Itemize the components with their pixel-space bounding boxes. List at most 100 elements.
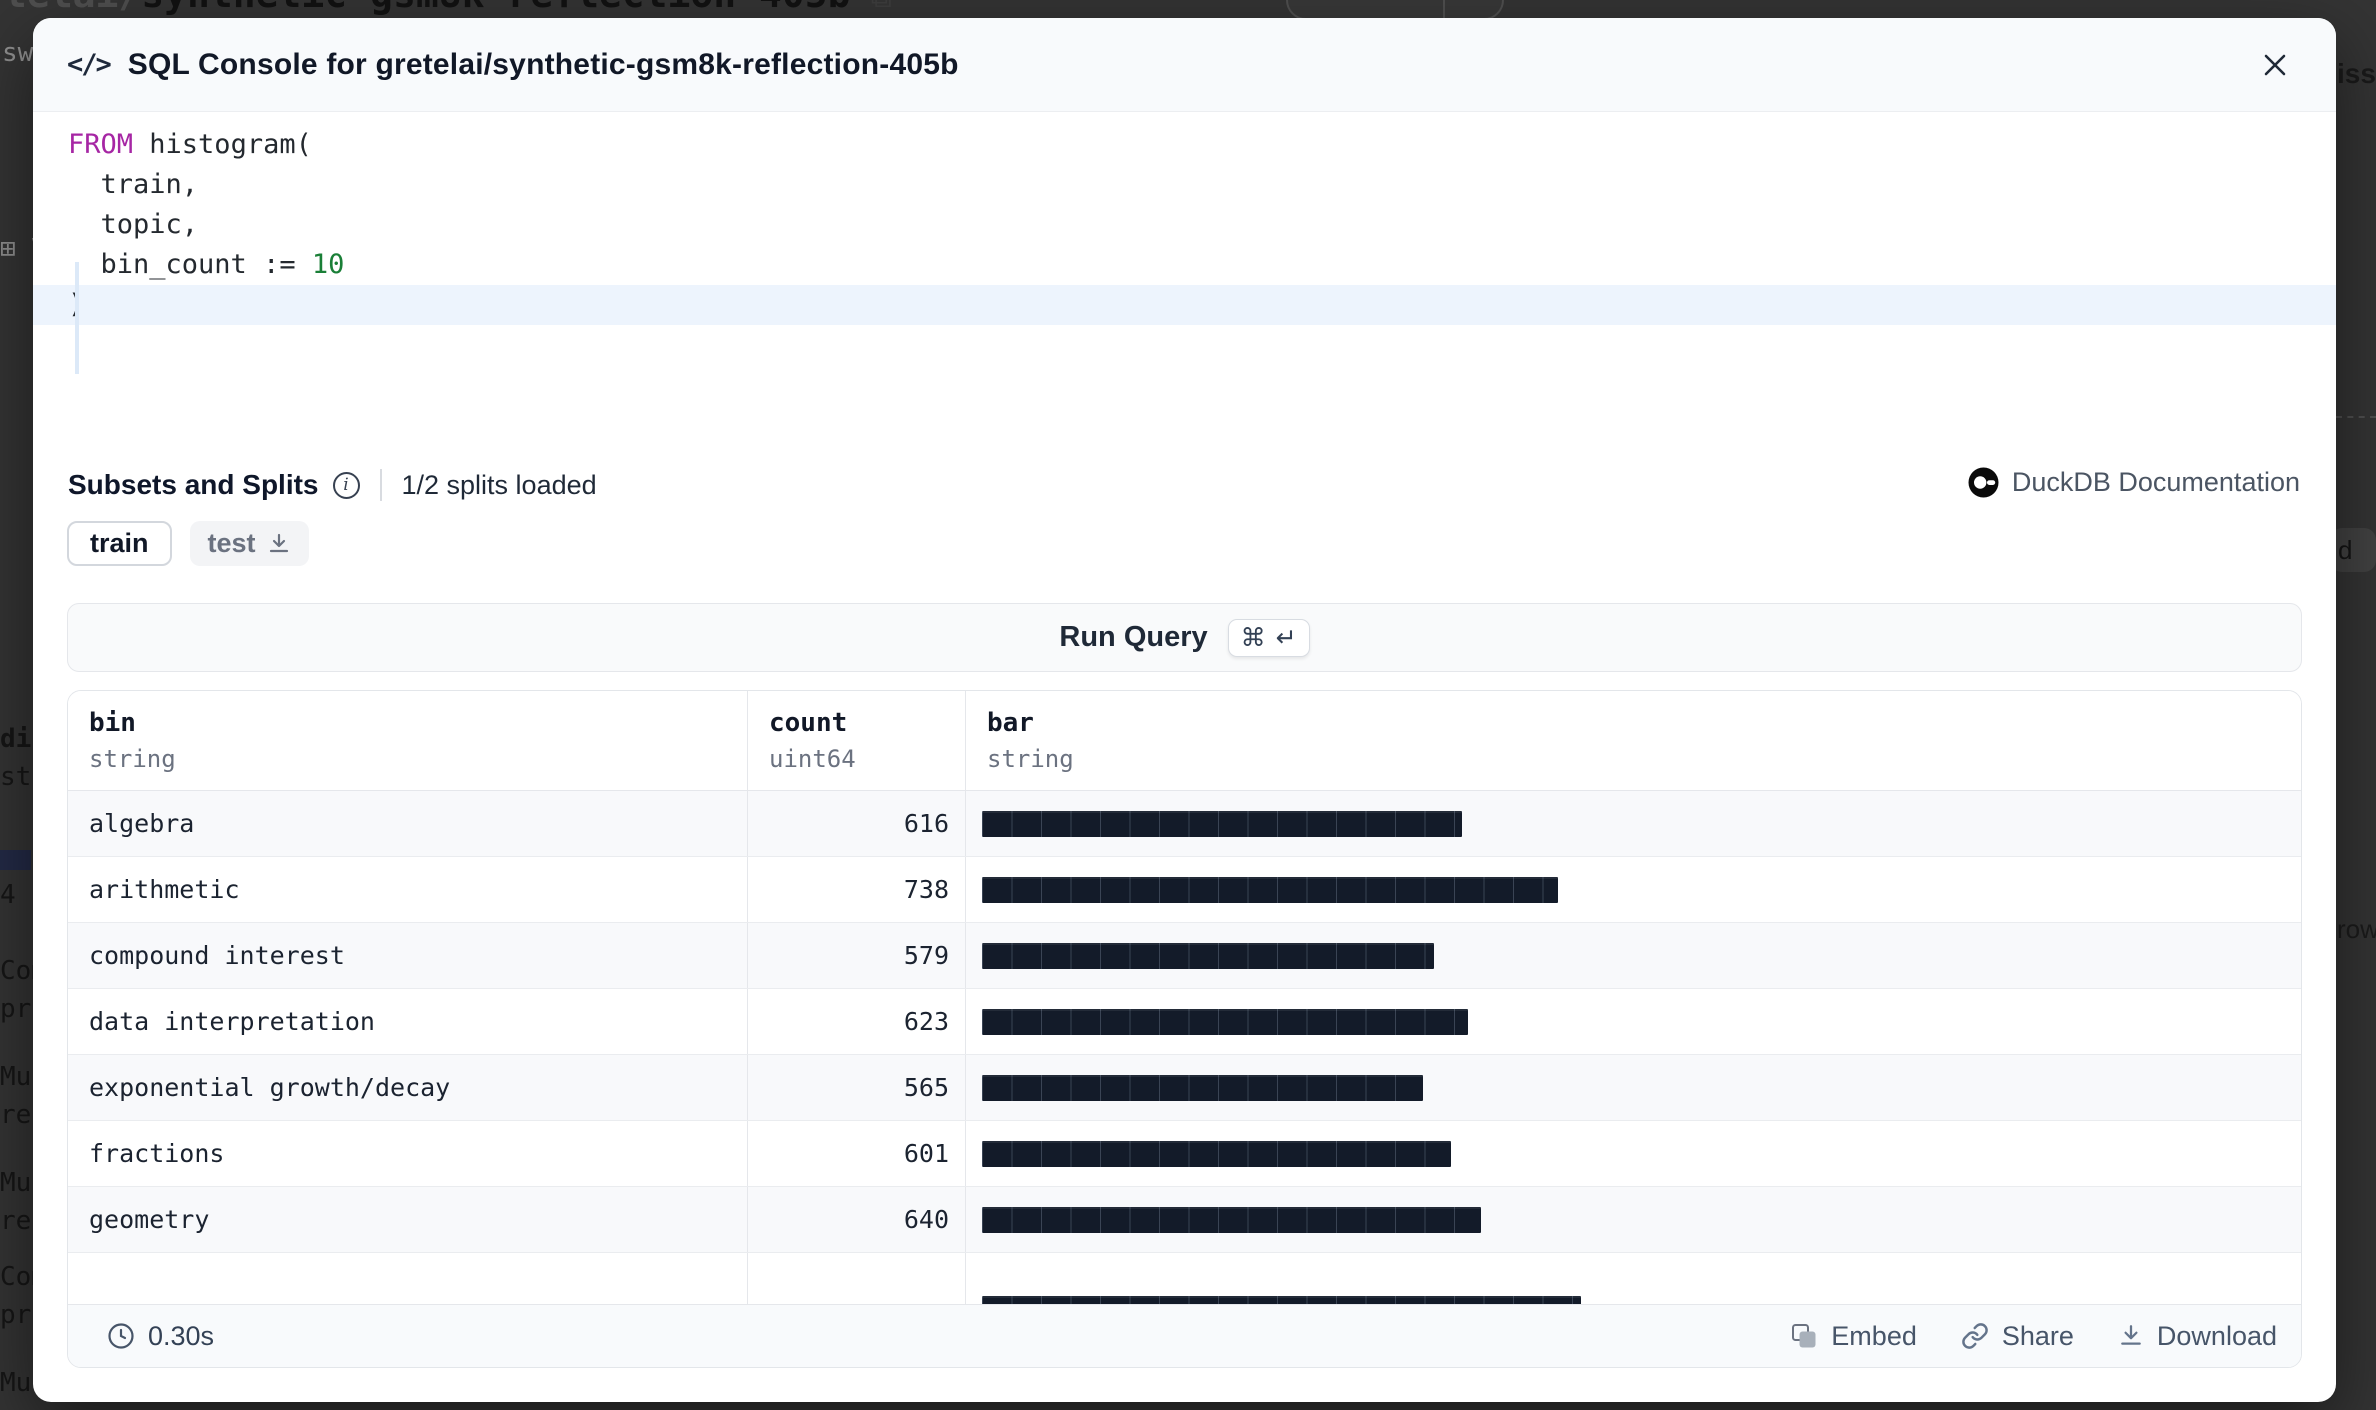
histogram-bar [982, 1140, 1451, 1167]
table-row-partial[interactable] [68, 1253, 2301, 1304]
divider [379, 469, 382, 501]
bg-repo-owner-fragment: telai/ [4, 0, 141, 16]
subsets-heading: Subsets and Splits [68, 469, 319, 500]
cell-count: 565 [748, 1055, 966, 1120]
duration-value: 0.30s [148, 1320, 215, 1351]
duckdb-documentation-label: DuckDB Documentation [2011, 467, 2300, 497]
column-name: bin [89, 708, 136, 738]
sql-text: histogram( [133, 129, 312, 160]
download-icon [2118, 1323, 2144, 1349]
cell-bar [966, 1253, 2301, 1304]
keyboard-shortcut-badge: ⌘ ↵ [1227, 618, 1310, 657]
cell-bar [966, 1121, 2301, 1186]
code-line[interactable]: topic, [33, 205, 2336, 245]
info-icon[interactable]: i [332, 471, 360, 499]
link-icon [1961, 1322, 1989, 1350]
code-line[interactable]: train, [33, 165, 2336, 205]
sql-text: bin_count := [68, 249, 312, 280]
split-button-train[interactable]: train [67, 521, 172, 566]
sql-console-dialog: </> SQL Console for gretelai/synthetic-g… [33, 18, 2336, 1402]
run-query-button[interactable]: Run Query ⌘ ↵ [67, 603, 2302, 672]
cell-bin: arithmetic [68, 857, 748, 922]
share-button[interactable]: Share [1961, 1321, 2074, 1352]
results-table: bin string count uint64 bar string algeb… [67, 690, 2302, 1368]
column-type: string [987, 745, 1074, 773]
bg-croissant-fragment: issa [2337, 58, 2376, 89]
command-key-icon: ⌘ [1240, 623, 1266, 652]
indent-guide [75, 262, 79, 374]
table-row[interactable]: algebra 616 [68, 791, 2301, 857]
bg-text-fragment: req [0, 1404, 47, 1410]
column-header-bar[interactable]: bar string [966, 691, 2301, 790]
cell-bin: data interpretation [68, 989, 748, 1054]
cell-bar [966, 791, 2301, 856]
duckdb-logo-icon [1968, 467, 1999, 498]
histogram-bar [982, 942, 1434, 969]
close-button[interactable] [2252, 42, 2298, 88]
bg-rows-label-fragment: row [2337, 914, 2376, 944]
histogram-bar [982, 1008, 1468, 1035]
download-button[interactable]: Download [2118, 1321, 2277, 1352]
table-row[interactable]: data interpretation 623 [68, 989, 2301, 1055]
sql-number: 10 [311, 249, 345, 280]
run-query-label: Run Query [1059, 621, 1208, 653]
background-top-strip: telai/ synthetic-gsm8k-reflection-405b ⧉ [0, 0, 2376, 18]
histogram-bar [982, 1074, 1423, 1101]
sql-keyword: FROM [68, 129, 134, 160]
copy-icon [1791, 1323, 1818, 1350]
table-row[interactable]: arithmetic 738 [68, 857, 2301, 923]
column-type: uint64 [769, 745, 856, 773]
histogram-bar [982, 810, 1462, 837]
download-label: Download [2156, 1320, 2277, 1351]
enter-key-icon: ↵ [1275, 623, 1297, 652]
table-row[interactable]: geometry 640 [68, 1187, 2301, 1253]
cell-count: 579 [748, 923, 966, 988]
embed-button[interactable]: Embed [1791, 1321, 1917, 1352]
dialog-title: SQL Console for gretelai/synthetic-gsm8k… [127, 47, 959, 81]
column-header-bin[interactable]: bin string [68, 691, 748, 790]
column-name: count [769, 708, 848, 738]
cell-bar [966, 1055, 2301, 1120]
histogram-bar [982, 876, 1558, 903]
sql-editor[interactable]: FROM histogram( train, topic, bin_count … [33, 112, 2336, 374]
cell-bin: fractions [68, 1121, 748, 1186]
table-row[interactable]: exponential growth/decay 565 [68, 1055, 2301, 1121]
split-button-test[interactable]: test [189, 521, 309, 566]
column-header-count[interactable]: count uint64 [748, 691, 966, 790]
share-label: Share [2001, 1320, 2074, 1351]
clock-icon [107, 1322, 135, 1350]
dialog-header: </> SQL Console for gretelai/synthetic-g… [33, 18, 2336, 112]
cell-count: 640 [748, 1187, 966, 1252]
bg-text-fragment: sw [2, 38, 34, 68]
table-row[interactable]: compound interest 579 [68, 923, 2301, 989]
duckdb-documentation-link[interactable]: DuckDB Documentation [1968, 467, 2300, 498]
table-header: bin string count uint64 bar string [68, 691, 2301, 791]
cell-count: 601 [748, 1121, 966, 1186]
cell-bin: geometry [68, 1187, 748, 1252]
table-footer: 0.30s Embed [68, 1304, 2301, 1367]
splits-row: train test [67, 521, 309, 566]
embed-label: Embed [1831, 1320, 1917, 1351]
cell-bin: exponential growth/decay [68, 1055, 748, 1120]
close-icon [2260, 50, 2290, 80]
table-row[interactable]: fractions 601 [68, 1121, 2301, 1187]
cell-bin: compound interest [68, 923, 748, 988]
query-duration: 0.30s [107, 1321, 214, 1352]
sql-text: train, [68, 169, 199, 200]
code-icon: </> [67, 49, 112, 80]
bg-selected-row-fragment [0, 850, 31, 870]
code-line[interactable]: bin_count := 10 [33, 245, 2336, 285]
cell-count: 738 [748, 857, 966, 922]
code-line[interactable]: FROM histogram( [33, 125, 2336, 165]
cell-bin [68, 1253, 748, 1304]
copy-icon: ⧉ [871, 0, 892, 15]
cell-count: 623 [748, 989, 966, 1054]
cell-count: 616 [748, 791, 966, 856]
column-type: string [89, 745, 176, 773]
bg-button-fragment: d [2330, 528, 2376, 572]
cell-bar [966, 1187, 2301, 1252]
sql-text: topic, [68, 209, 199, 240]
code-line[interactable]: ) [33, 285, 2336, 325]
cell-bar [966, 923, 2301, 988]
split-test-label: test [207, 528, 256, 558]
